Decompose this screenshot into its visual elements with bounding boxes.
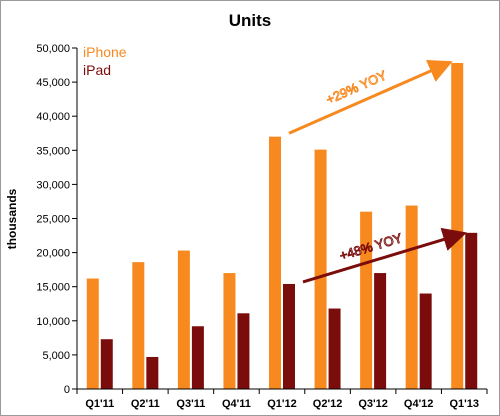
x-tick-label: Q1'11 (85, 398, 114, 410)
bar-ipad (191, 326, 204, 389)
x-tick-label: Q3'11 (176, 398, 205, 410)
y-tick-label: 50,000 (36, 43, 70, 55)
y-tick-label: 25,000 (36, 214, 70, 226)
bar-ipad (146, 356, 159, 389)
y-tick-label: 35,000 (36, 145, 70, 157)
legend-entry: iPad (83, 62, 111, 78)
y-tick-label: 10,000 (36, 316, 70, 328)
x-axis: Q1'11 Q2'11 Q3'11 Q4'11 Q1'12 Q2'12 Q3'12 Q4'12… (76, 388, 488, 410)
bar-iphone (269, 136, 281, 389)
bar-ipad (419, 293, 432, 389)
x-tick-label: Q2'12 (313, 398, 343, 410)
bar-iphone (132, 262, 145, 389)
bar-iphone (314, 149, 327, 389)
annotation-arrow (288, 59, 453, 135)
bar-iphone (177, 250, 190, 389)
y-tick-label: 30,000 (36, 179, 70, 191)
bar-ipad (283, 283, 295, 389)
bar-iphone (86, 278, 99, 389)
bar-ipad (465, 232, 478, 389)
x-tick-label: Q4'12 (404, 398, 434, 410)
x-tick-label: Q2'11 (131, 398, 160, 410)
y-tick-label: 45,000 (36, 77, 70, 89)
bar-iphone (451, 63, 464, 390)
x-tick-label: Q1'12 (267, 398, 297, 410)
y-tick-label: 5,000 (42, 350, 70, 362)
annotation-arrow (302, 227, 467, 284)
annotation-label: +29% YOY (324, 67, 389, 107)
chart-title: Units (229, 11, 272, 30)
x-tick-label: Q3'12 (358, 398, 388, 410)
bar-ipad (374, 273, 387, 389)
x-tick-label: Q4'11 (222, 398, 251, 410)
y-tick-label: 40,000 (36, 111, 70, 123)
bar-ipad (100, 339, 113, 389)
bar-iphone (405, 205, 418, 389)
bar-ipad (237, 313, 250, 389)
y-axis-label: thousands (5, 188, 19, 249)
bars (86, 63, 478, 390)
y-tick-label: 15,000 (36, 282, 70, 294)
bar-iphone (223, 273, 236, 389)
legend: iPhone iPad (83, 44, 127, 78)
x-tick-label: Q1'13 (449, 398, 479, 410)
bar-ipad (328, 308, 341, 389)
y-axis: 0 5,000 10,000 15,000 20,000 25,000 30,000 35,0… (36, 43, 78, 396)
bar-iphone (360, 211, 373, 389)
y-tick-label: 0 (64, 384, 70, 396)
y-tick-label: 20,000 (36, 248, 70, 260)
legend-entry: iPhone (83, 44, 127, 60)
